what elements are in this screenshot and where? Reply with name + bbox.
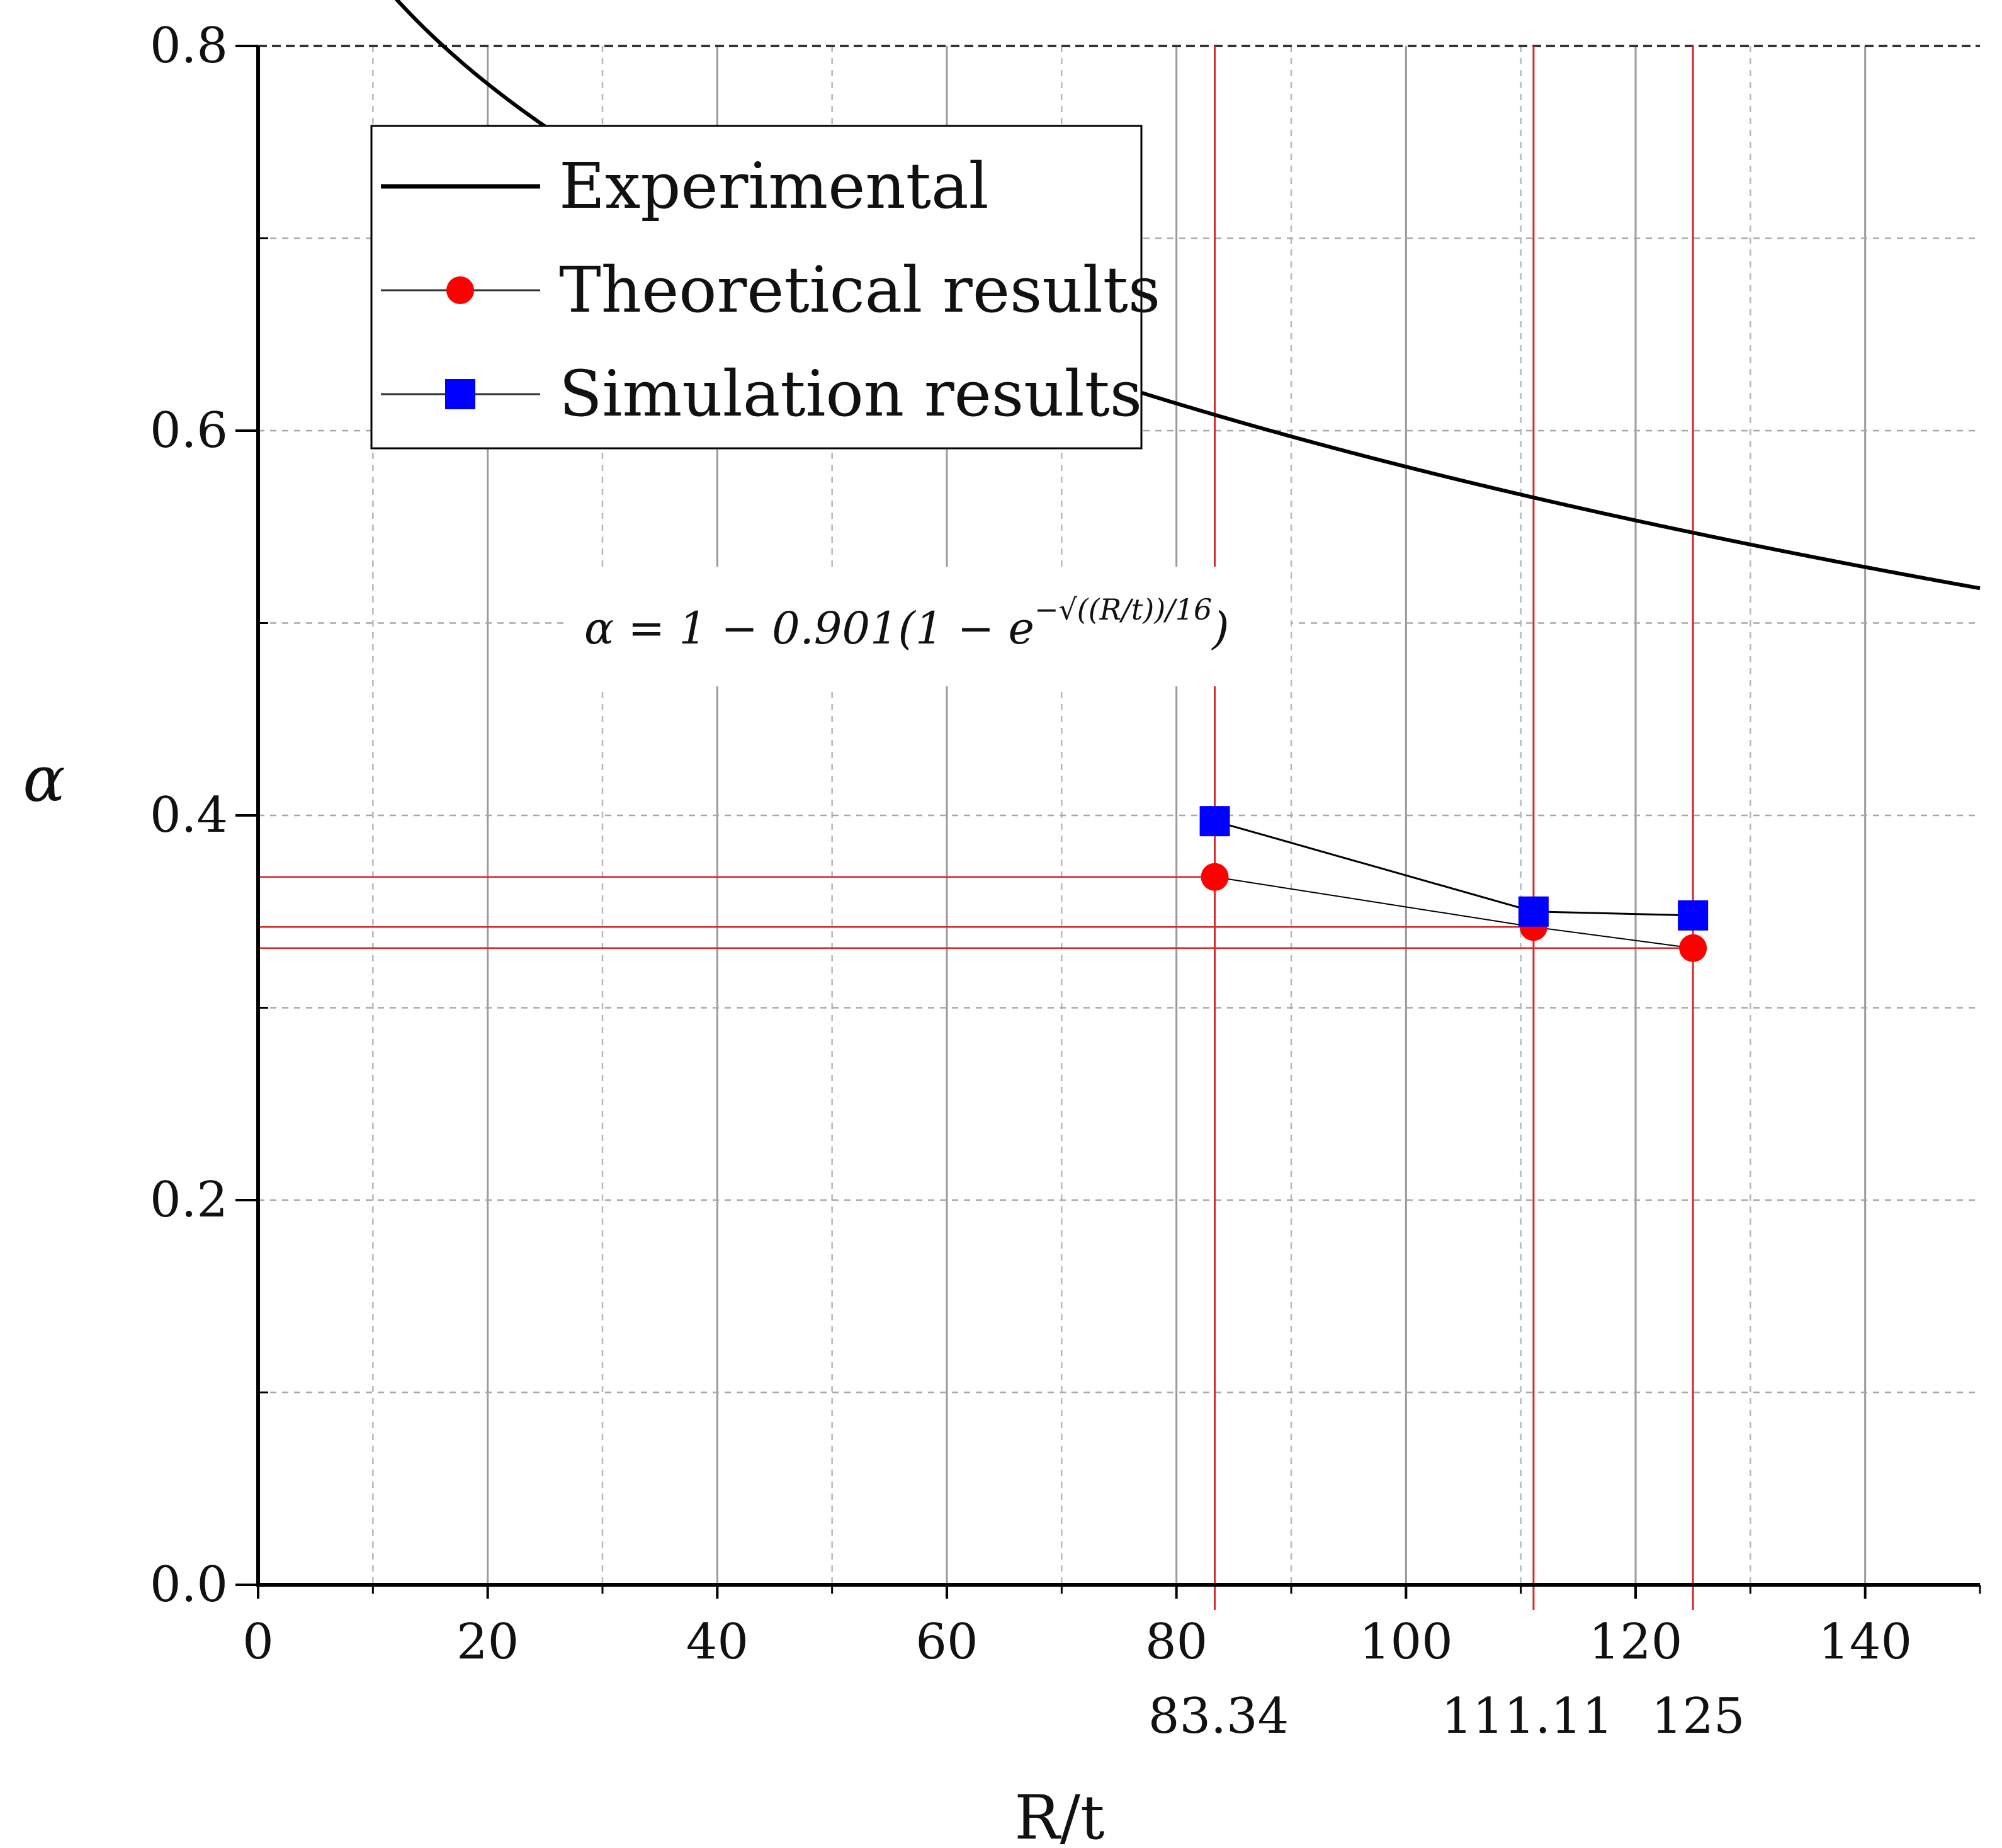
x-tick-label: 140 <box>1818 1614 1912 1670</box>
equation-main: α = 1 − 0.901(1 − e−√((R/t))/16) <box>584 592 1230 654</box>
legend-simulation-marker <box>445 379 475 409</box>
equation-main-text: α = 1 − 0.901(1 − e <box>584 603 1034 654</box>
legend-simulation-label: Simulation results <box>559 357 1142 431</box>
y-tick-label: 0.2 <box>150 1172 228 1228</box>
y-tick-label: 0.6 <box>150 402 228 459</box>
legend-experimental-label: Experimental <box>559 149 989 223</box>
y-tick-label: 0.8 <box>150 18 228 74</box>
x-tick-label: 100 <box>1359 1614 1453 1670</box>
reference-x-label: 125 <box>1651 1688 1745 1745</box>
reference-x-label: 111.11 <box>1441 1688 1613 1745</box>
x-tick-label: 80 <box>1145 1614 1207 1670</box>
x-tick-label: 120 <box>1589 1614 1683 1670</box>
legend: Experimental Theoretical results Simulat… <box>370 125 1160 450</box>
legend-theoretical-label: Theoretical results <box>559 253 1160 327</box>
y-tick-label: 0.4 <box>150 787 228 844</box>
x-tick-label: 60 <box>915 1614 978 1670</box>
y-tick-label: 0.0 <box>150 1556 228 1613</box>
reference-x-label: 83.34 <box>1148 1688 1289 1745</box>
x-tick-label: 40 <box>686 1614 749 1670</box>
equation-exponent: −√((R/t))/16 <box>1034 592 1212 626</box>
theoretical-point <box>1201 863 1229 891</box>
x-tick-label: 0 <box>242 1614 274 1670</box>
simulation-point <box>1199 806 1230 837</box>
simulation-point <box>1678 900 1709 931</box>
theoretical-point <box>1679 934 1707 962</box>
axes: 0 20 40 60 80 100 120 140 0.0 0.2 0.4 0.6 0.8 83.34 11… <box>150 18 1981 1745</box>
legend-theoretical-marker <box>446 276 474 304</box>
y-axis-title: α <box>23 742 65 816</box>
equation-close: ) <box>1211 603 1229 654</box>
equation-annotation: α = 1 − 0.901(1 − e−√((R/t))/16) <box>567 567 1291 686</box>
x-tick-label: 20 <box>456 1614 519 1670</box>
equation-background <box>567 567 1291 686</box>
x-axis-title: R/t <box>1014 1783 1104 1848</box>
simulation-point <box>1518 896 1549 927</box>
